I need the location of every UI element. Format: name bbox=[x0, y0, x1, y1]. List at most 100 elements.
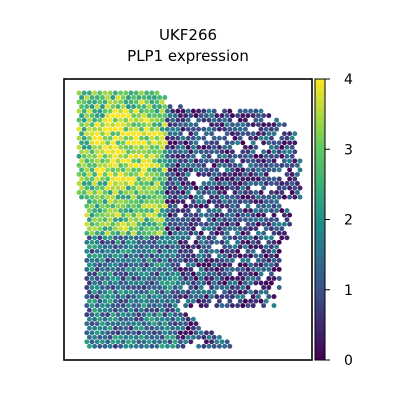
expression-spot bbox=[258, 253, 264, 259]
expression-spot bbox=[279, 226, 285, 232]
expression-spot bbox=[175, 226, 181, 232]
expression-spot bbox=[216, 208, 222, 214]
expression-spot bbox=[198, 276, 204, 281]
expression-spot bbox=[227, 226, 233, 232]
expression-spot bbox=[128, 289, 134, 295]
expression-spot bbox=[146, 95, 152, 100]
expression-spot bbox=[89, 212, 95, 218]
expression-spot bbox=[146, 248, 152, 254]
expression-spot bbox=[84, 113, 90, 119]
expression-spot bbox=[229, 194, 235, 200]
expression-spot bbox=[110, 95, 116, 100]
expression-spot bbox=[170, 271, 176, 277]
expression-spot bbox=[193, 230, 199, 236]
expression-spot bbox=[86, 235, 92, 241]
expression-spot bbox=[289, 190, 295, 195]
expression-spot bbox=[144, 325, 150, 331]
expression-spot bbox=[146, 303, 152, 309]
expression-spot bbox=[172, 276, 178, 281]
expression-spot bbox=[253, 226, 259, 232]
expression-spot bbox=[112, 244, 118, 250]
expression-spot bbox=[110, 239, 116, 245]
expression-spot bbox=[172, 167, 178, 173]
expression-spot bbox=[177, 194, 183, 200]
expression-spot bbox=[112, 325, 118, 331]
expression-spot bbox=[154, 289, 160, 295]
expression-spot bbox=[115, 276, 121, 281]
expression-spot bbox=[131, 158, 137, 164]
expression-spot bbox=[110, 285, 116, 290]
expression-spot bbox=[118, 298, 124, 304]
expression-spot bbox=[128, 171, 134, 177]
expression-spot bbox=[198, 212, 204, 218]
expression-spot bbox=[235, 230, 241, 236]
expression-spot bbox=[131, 257, 137, 263]
expression-spot bbox=[201, 226, 207, 232]
expression-spot bbox=[274, 144, 280, 150]
expression-spot bbox=[144, 144, 150, 150]
expression-spot bbox=[203, 221, 209, 227]
expression-spot bbox=[281, 221, 287, 227]
expression-spot bbox=[120, 294, 126, 300]
expression-spot bbox=[242, 298, 248, 304]
expression-spot bbox=[185, 271, 191, 277]
expression-spot bbox=[112, 99, 118, 105]
expression-spot bbox=[115, 239, 121, 245]
expression-spot bbox=[157, 257, 163, 263]
expression-spot bbox=[164, 171, 170, 177]
expression-spot bbox=[279, 181, 285, 186]
expression-spot bbox=[149, 99, 155, 105]
expression-spot bbox=[115, 248, 121, 254]
expression-spot bbox=[146, 312, 152, 318]
expression-spot bbox=[141, 203, 147, 209]
expression-spot bbox=[180, 271, 186, 277]
expression-spot bbox=[232, 162, 238, 168]
expression-spot bbox=[79, 122, 85, 128]
expression-spot bbox=[222, 153, 228, 159]
expression-spot bbox=[266, 248, 272, 254]
expression-spot bbox=[214, 294, 220, 300]
expression-spot bbox=[201, 135, 207, 141]
expression-spot bbox=[118, 343, 124, 349]
expression-spot bbox=[97, 181, 103, 186]
expression-spot bbox=[151, 176, 157, 182]
expression-spot bbox=[172, 158, 178, 164]
expression-spot bbox=[107, 117, 113, 123]
expression-spot bbox=[258, 244, 264, 250]
expression-spot bbox=[253, 244, 259, 250]
expression-spot bbox=[84, 248, 90, 254]
expression-spot bbox=[136, 303, 142, 309]
expression-spot bbox=[206, 126, 212, 132]
expression-spot bbox=[190, 135, 196, 141]
expression-spot bbox=[102, 271, 108, 277]
expression-spot bbox=[86, 135, 92, 141]
expression-spot bbox=[118, 126, 124, 132]
expression-spot bbox=[227, 280, 233, 286]
expression-spot bbox=[118, 280, 124, 286]
expression-spot bbox=[102, 199, 108, 205]
expression-spot bbox=[151, 330, 157, 336]
expression-spot bbox=[227, 208, 233, 214]
expression-spot bbox=[175, 181, 181, 186]
expression-spot bbox=[211, 135, 217, 141]
expression-spot bbox=[92, 289, 98, 295]
expression-spot bbox=[172, 230, 178, 236]
expression-spot bbox=[227, 117, 233, 123]
expression-spot bbox=[190, 153, 196, 159]
expression-spot bbox=[92, 307, 98, 313]
expression-spot bbox=[136, 239, 142, 245]
expression-spot bbox=[227, 343, 233, 349]
expression-spot bbox=[253, 280, 259, 286]
expression-spot bbox=[248, 153, 254, 159]
expression-spot bbox=[258, 298, 264, 304]
expression-spot bbox=[287, 194, 293, 200]
expression-spot bbox=[162, 194, 168, 200]
expression-spot bbox=[271, 294, 277, 300]
expression-spot bbox=[154, 217, 160, 223]
expression-spot bbox=[188, 185, 194, 191]
expression-spot bbox=[219, 176, 225, 182]
expression-spot bbox=[154, 298, 160, 304]
expression-spot bbox=[268, 226, 274, 232]
expression-spot bbox=[227, 126, 233, 132]
expression-spot bbox=[157, 203, 163, 209]
